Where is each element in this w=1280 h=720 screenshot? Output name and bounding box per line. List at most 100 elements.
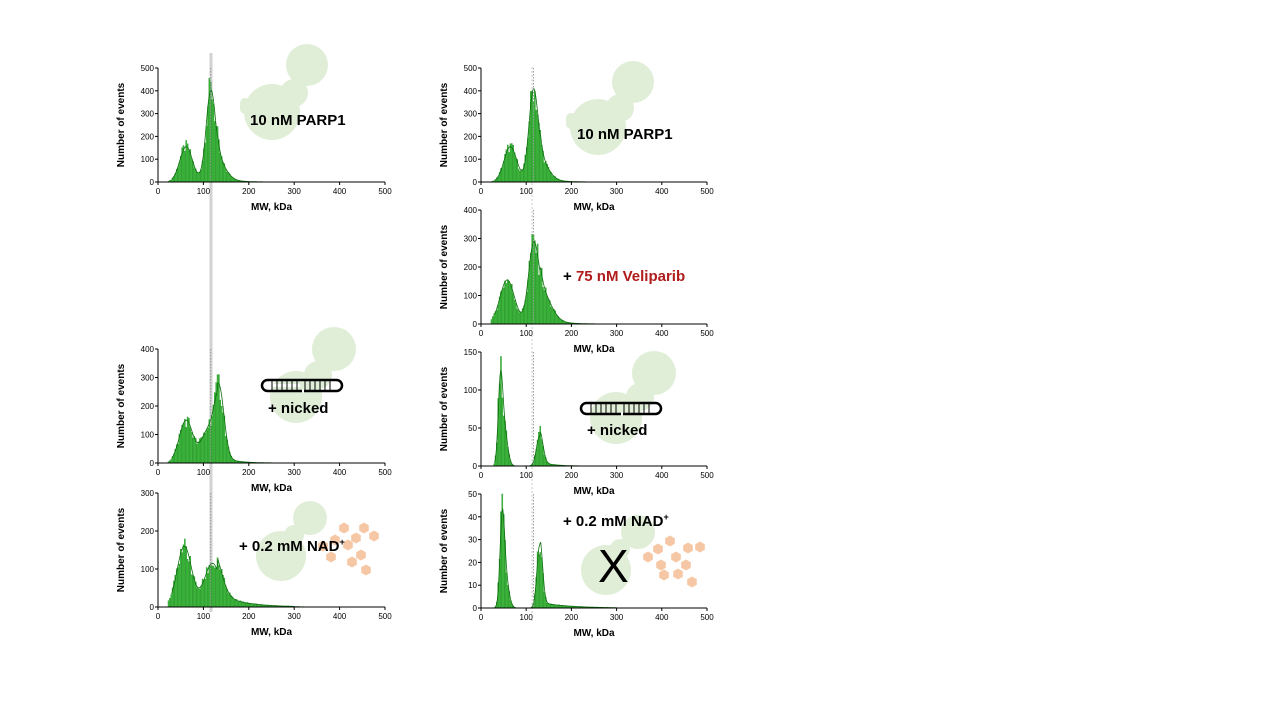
histogram-bar [203,580,205,608]
x-tick-label: 500 [700,613,714,622]
chart-panel-left-nad: 0 100 200 300 400 500 0 100 200 300 MW, kDa Number … [116,489,392,638]
histogram-bar [204,432,207,464]
histogram-bar [204,142,207,183]
x-tick-label: 0 [479,329,484,338]
annotation-parp1: 10 nM PARP1 [577,126,673,143]
histogram-bar [207,106,209,183]
histogram-bar [192,575,194,608]
histogram-bar [530,253,532,325]
x-axis-label: MW, kDa [573,344,615,355]
chart-panel-right-veliparib: 0 100 200 300 400 500 0 100 200 300 400 MW, kDa Numb… [439,206,714,355]
y-axis-label: Number of events [116,363,127,448]
histogram-bar [192,161,194,183]
x-axis-label: MW, kDa [573,628,615,639]
histogram-bar [517,310,520,325]
x-tick-label: 0 [479,471,484,480]
histogram-bar [555,178,558,183]
x-tick-label: 0 [479,187,484,196]
histogram-bar [231,177,234,183]
histogram-bar [512,293,514,325]
histogram-bar [181,552,183,608]
histogram-bar [505,283,508,325]
histogram-bar [224,585,227,608]
y-tick-label: 0 [150,603,155,612]
parp1-protein-shape [566,61,654,155]
histogram-bar [184,151,186,183]
histogram-bar [177,567,179,608]
annotation-nicked: + nicked [587,422,647,439]
x-tick-label: 500 [378,187,392,196]
histogram-bar [549,170,551,183]
x-axis-label: MW, kDa [251,202,293,213]
histogram-bar [509,284,512,325]
histogram-bar [219,153,222,183]
x-tick-label: 400 [655,471,669,480]
y-tick-label: 0 [150,459,155,468]
histogram-bar [178,162,181,183]
chart-panel-right-top: 0 100 200 300 400 500 0 100 200 300 400 500 MW, kDa N… [439,64,714,213]
histogram-bar [550,306,552,325]
histogram-bar [241,601,243,608]
histogram-bar [185,427,187,464]
histogram-bar [551,175,554,183]
x-tick-label: 200 [565,329,579,338]
x-tick-label: 500 [700,329,714,338]
y-tick-label: 0 [473,178,478,187]
histogram-bar [207,428,209,464]
histogram-bar [200,437,202,464]
histogram-bar [553,176,555,183]
histogram-bar [193,436,196,464]
histogram-bar [535,109,537,183]
x-tick-label: 300 [610,471,624,480]
annotation-veliparib-drug: 75 nM Veliparib [576,268,685,285]
histogram-bars [493,356,567,467]
histogram-bar [211,99,213,183]
x-tick-label: 200 [565,187,579,196]
x-tick-label: 400 [333,187,347,196]
y-tick-label: 200 [141,132,155,141]
x-tick-label: 100 [197,187,211,196]
x-tick-label: 400 [655,329,669,338]
histogram-bar [205,126,208,183]
y-tick-label: 20 [468,558,477,567]
chart-panel-right-nicked: 0 100 200 300 400 500 0 50 100 150 MW, kDa Number o… [439,348,714,497]
histogram-bar [196,443,198,464]
histogram-bar [502,161,505,183]
x-tick-label: 300 [610,329,624,338]
histogram-bar [219,569,222,608]
x-tick-label: 100 [520,613,534,622]
histogram-bar [215,567,217,608]
histogram-bar [543,290,546,325]
histogram-bar [515,157,517,183]
y-tick-label: 0 [150,178,155,187]
histogram-bar [169,598,171,608]
histogram-bar [182,544,185,608]
histogram-bar [540,557,543,609]
x-tick-label: 0 [479,613,484,622]
histogram-bar [177,444,179,464]
annotation-nad: + 0.2 mM NAD+ [239,537,345,555]
annotations: 10 nM PARP1 10 nM PARP1 + 75 nM Velipari… [239,112,685,592]
histogram-bar [496,310,498,325]
histogram-bar [227,593,230,608]
histogram-bar [184,419,186,464]
histogram-bar [237,601,239,608]
annotation-nad: + 0.2 mM NAD+ [563,512,669,530]
histogram-bar [540,144,543,183]
x-tick-label: 300 [288,612,302,621]
y-tick-label: 10 [468,581,477,590]
parp1-protein-shape [240,44,328,140]
histogram-bar [534,240,536,325]
histogram-bar [188,418,190,464]
histogram-bar [189,427,192,464]
histogram-bar [197,172,200,183]
nicked-dna-icon [260,378,344,393]
histogram-bar [186,559,189,608]
histogram-bar [519,170,521,183]
annotation-veliparib: + 75 nM Veliparib [563,268,685,285]
histogram-bar [188,561,190,608]
histogram-bar [539,552,542,609]
histogram-bar [249,603,251,608]
histogram-bar [218,374,220,464]
histogram-bar [177,167,179,183]
